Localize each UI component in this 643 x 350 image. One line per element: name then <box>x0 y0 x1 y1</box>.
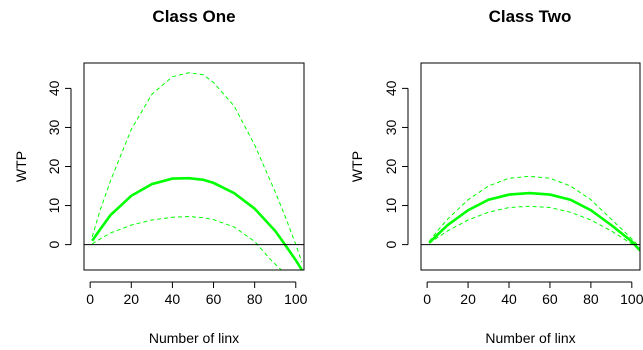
x-tick-label: 40 <box>165 291 181 307</box>
x-tick-label: 40 <box>501 291 517 307</box>
y-axis-label: WTP <box>349 151 365 182</box>
x-tick-label: 80 <box>583 291 599 307</box>
x-tick-label: 60 <box>542 291 558 307</box>
series-lower-bound <box>91 215 282 270</box>
y-tick-label: 30 <box>383 119 399 135</box>
x-axis-label: Number of linx <box>149 330 239 346</box>
series-estimate <box>428 191 640 252</box>
y-tick-label: 30 <box>46 119 62 135</box>
series-upper-bound <box>91 72 303 263</box>
chart-title: Class One <box>152 7 235 26</box>
y-tick-label: 40 <box>383 80 399 96</box>
y-tick-label: 10 <box>383 198 399 214</box>
chart-panel-1: Class One 0 20 40 60 80 100 0 10 20 30 40 Number of … <box>13 7 308 346</box>
y-tick-label: 20 <box>46 159 62 175</box>
y-tick-label: 20 <box>383 159 399 175</box>
y-tick-label: 0 <box>46 241 62 249</box>
x-tick-label: 80 <box>247 291 263 307</box>
x-tick-label: 20 <box>124 291 140 307</box>
series-upper-bound <box>428 175 640 249</box>
plot-frame <box>83 62 305 271</box>
x-axis-label: Number of linx <box>485 330 575 346</box>
x-tick-label: 20 <box>460 291 476 307</box>
x-tick-label: 100 <box>284 291 308 307</box>
x-tick-label: 60 <box>206 291 222 307</box>
y-tick-label: 40 <box>46 80 62 96</box>
series-estimate <box>91 176 304 270</box>
series-lower-bound <box>428 205 640 251</box>
y-axis-label: WTP <box>13 151 29 182</box>
plot-frame <box>420 62 641 271</box>
y-tick-label: 0 <box>383 241 399 249</box>
chart-title: Class Two <box>489 7 572 26</box>
x-tick-label: 0 <box>423 291 431 307</box>
x-tick-label: 0 <box>86 291 94 307</box>
x-tick-label: 100 <box>620 291 643 307</box>
chart-panel-2: Class Two 0 20 40 60 80 100 0 10 20 30 40 Number of … <box>349 7 643 346</box>
y-tick-label: 10 <box>46 198 62 214</box>
